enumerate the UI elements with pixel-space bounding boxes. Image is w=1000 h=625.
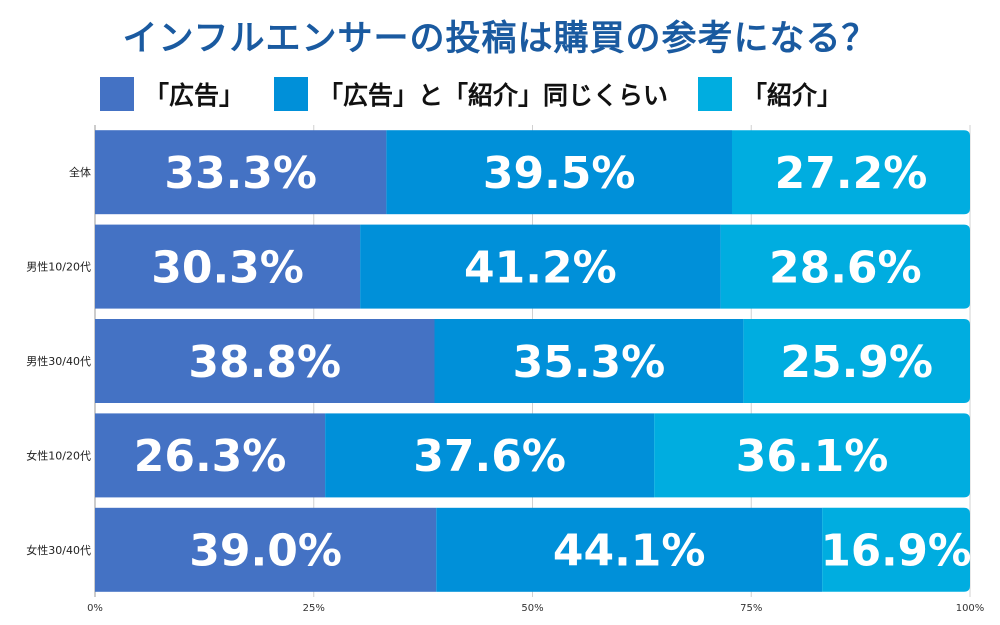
data-label: 30.3%	[151, 242, 304, 293]
bar-segment	[436, 507, 823, 592]
bar-segment	[732, 130, 970, 215]
bar-segment	[654, 413, 970, 498]
data-label: 35.3%	[513, 337, 666, 388]
legend-item-intro: 「紹介」	[698, 76, 842, 112]
legend-swatch-ad	[100, 77, 134, 111]
data-label: 26.3%	[134, 431, 287, 482]
bar-segment	[95, 319, 435, 403]
legend-label-intro: 「紹介」	[742, 81, 843, 110]
x-tick-label: 0%	[87, 603, 103, 614]
category-label: 女性30/40代	[26, 543, 91, 557]
data-label: 44.1%	[553, 526, 706, 577]
x-tick-label: 50%	[521, 603, 543, 614]
legend-swatch-both	[274, 77, 309, 111]
data-label: 36.1%	[736, 431, 889, 482]
data-label: 38.8%	[188, 337, 341, 388]
data-label: 16.9%	[821, 526, 972, 576]
bar-segment	[95, 224, 361, 309]
data-label: 37.6%	[413, 431, 566, 482]
data-label: 41.2%	[464, 242, 617, 293]
chart-title: インフルエンサーの投稿は購買の参考になる？	[122, 19, 878, 59]
data-label: 39.0%	[189, 526, 342, 577]
legend-label-ad: 「広告」	[144, 81, 245, 110]
legend-item-ad: 「広告」	[100, 76, 244, 112]
bar-segment	[95, 507, 437, 592]
x-tick-label: 25%	[303, 603, 325, 614]
legend-swatch-intro	[698, 77, 733, 111]
bar-segment	[95, 413, 326, 498]
category-label: 女性10/20代	[26, 448, 91, 462]
bar-segment	[386, 130, 732, 215]
x-tick-label: 75%	[740, 603, 762, 614]
chart-legend: 「広告」 「広告」と「紹介」同じくらい 「紹介」	[100, 76, 872, 112]
bar-segment	[325, 413, 655, 498]
data-label: 28.6%	[769, 242, 922, 293]
data-label: 33.3%	[164, 148, 317, 199]
bar-segment	[720, 224, 970, 309]
bar-segment	[95, 130, 387, 215]
legend-item-both: 「広告」と「紹介」同じくらい	[274, 76, 668, 112]
x-tick-label: 100%	[956, 603, 985, 614]
bar-segment	[743, 319, 970, 403]
category-label: 男性10/20代	[26, 260, 91, 274]
data-label: 25.9%	[780, 337, 933, 388]
bar-segment	[434, 319, 744, 403]
bar-segment	[360, 224, 721, 309]
data-label: 27.2%	[775, 148, 928, 199]
legend-label-both: 「広告」と「紹介」同じくらい	[318, 81, 669, 110]
category-label: 全体	[69, 165, 91, 179]
data-label: 39.5%	[483, 148, 636, 199]
category-label: 男性30/40代	[26, 354, 91, 368]
bar-segment	[822, 507, 970, 592]
